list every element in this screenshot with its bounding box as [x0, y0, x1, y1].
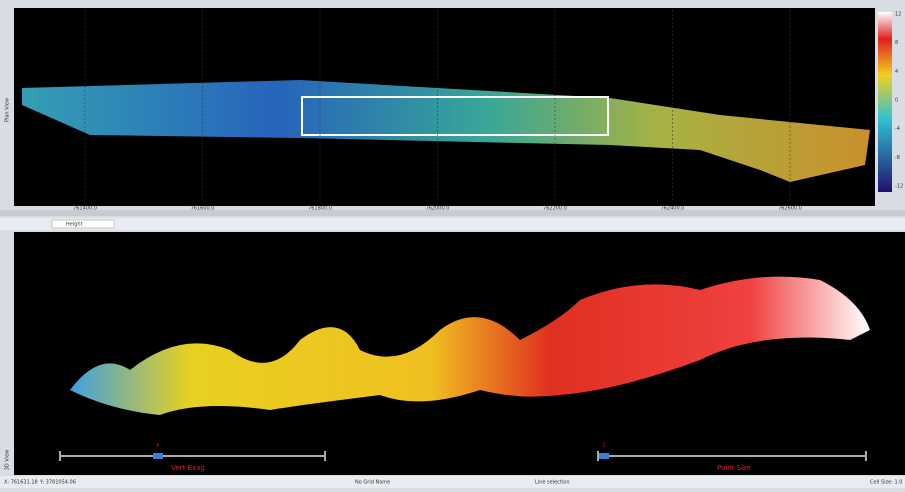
status-text: X: 761631.18 [4, 480, 38, 486]
slider-knob[interactable] [153, 453, 163, 459]
x-tick-label: 762000.0 [426, 206, 450, 212]
status-text: Cell Size: 1.0 [870, 480, 902, 486]
slider-label: Vert Exag [171, 464, 205, 472]
panel-label: Plan View [5, 98, 11, 122]
layer-dropdown[interactable] [52, 220, 114, 228]
scale-label: 4 [895, 69, 898, 75]
status-text: Line selection [535, 480, 569, 486]
scale-label: -4 [895, 126, 900, 132]
status-text: Y: 3781054.06 [39, 480, 76, 486]
layer-name: Height [66, 222, 83, 228]
scale-label: 8 [895, 40, 898, 46]
slider-label: Point Size [717, 464, 751, 472]
slider-value: x [157, 443, 160, 449]
status-bar [0, 476, 905, 488]
app-window: Plan View Height 3D View 761400.0 761600.… [0, 0, 905, 488]
scale-label: 12 [895, 12, 901, 18]
status-text: No Grid Name [355, 480, 390, 486]
slider-knob[interactable] [599, 453, 609, 459]
x-tick-label: 762400.0 [661, 206, 685, 212]
color-scale [878, 12, 892, 192]
x-tick-label: 762600.0 [778, 206, 802, 212]
x-tick-label: 761600.0 [191, 206, 215, 212]
panel-label: 3D View [5, 450, 11, 471]
scale-label: 0 [895, 98, 898, 104]
scale-label: -8 [895, 155, 900, 161]
slider-value: 1 [602, 443, 605, 449]
x-tick-label: 761400.0 [73, 206, 97, 212]
x-tick-label: 762200.0 [543, 206, 567, 212]
splitter [0, 210, 905, 216]
x-tick-label: 761800.0 [308, 206, 332, 212]
scale-label: -12 [895, 184, 903, 190]
toolbar [0, 218, 905, 230]
